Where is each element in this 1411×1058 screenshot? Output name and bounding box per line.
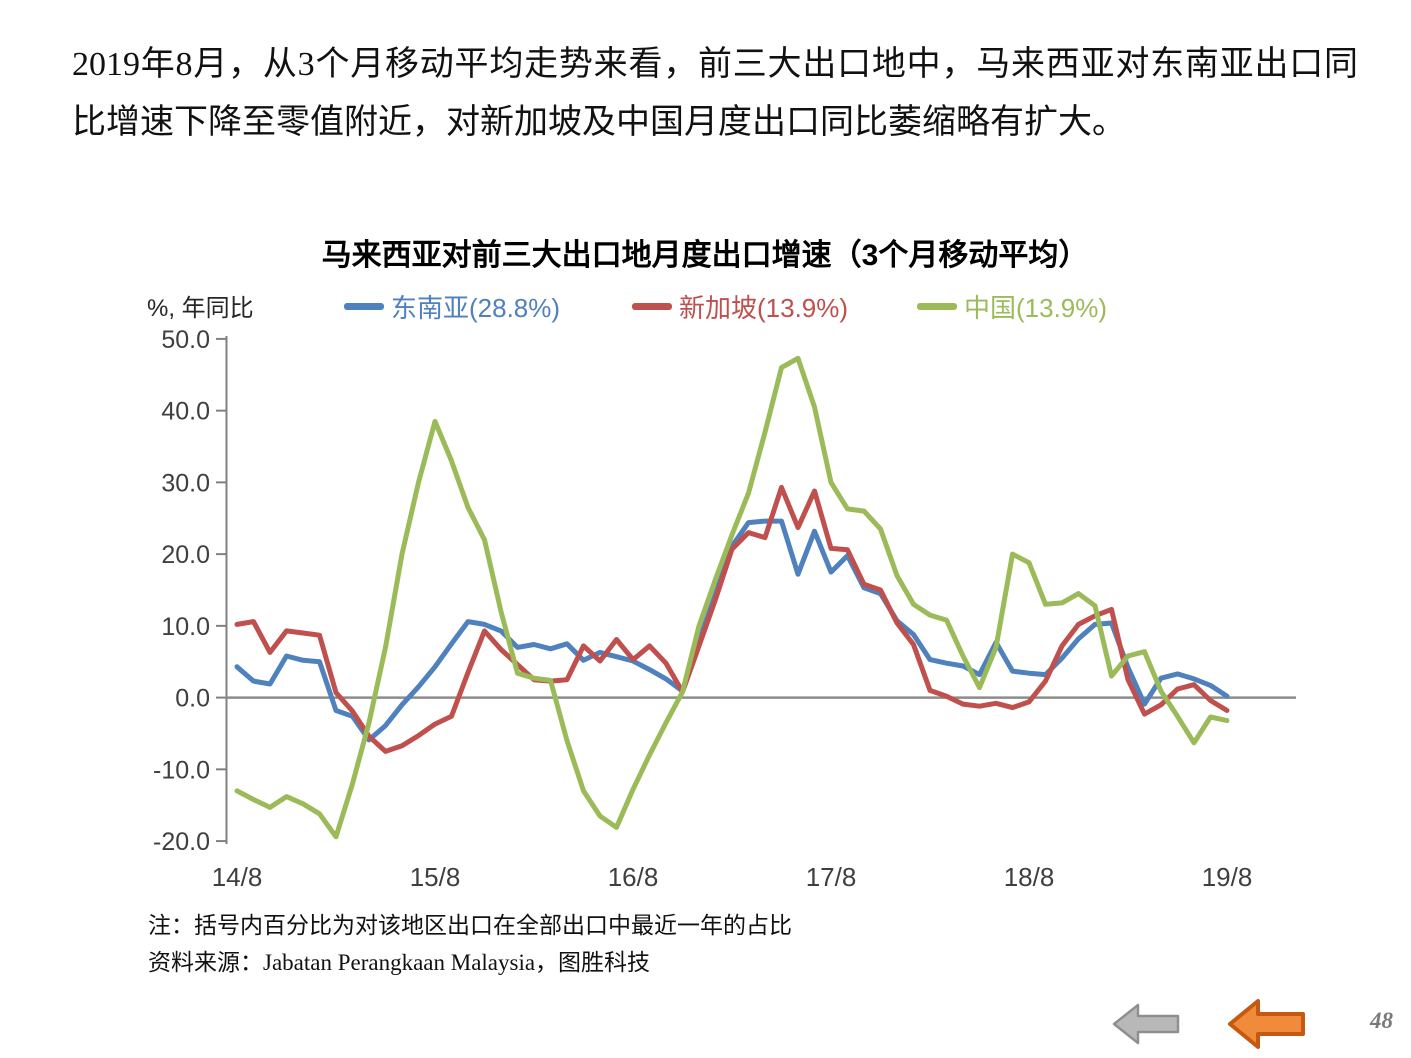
back-arrow-icon[interactable]	[1112, 1002, 1180, 1046]
return-arrow-icon[interactable]	[1228, 997, 1306, 1051]
legend-swatch-icon	[344, 303, 384, 310]
page-number: 48	[1370, 1008, 1393, 1033]
y-tick-label: 30.0	[161, 469, 210, 497]
series-line-新加坡	[234, 484, 1230, 754]
y-tick-label: -20.0	[153, 828, 210, 856]
headline-text: 2019年8月，从3个月移动平均走势来看，前三大出口地中，马来西亚对东南亚出口同…	[72, 46, 1358, 142]
y-tick-label: -10.0	[153, 756, 210, 784]
legend-swatch-icon	[632, 303, 672, 310]
x-tick-label: 16/8	[608, 862, 659, 892]
y-tick-label: 40.0	[161, 398, 210, 426]
legend-item-singapore: 新加坡(13.9%)	[632, 288, 848, 325]
y-tick-label: 0.0	[175, 685, 210, 713]
legend-label: 东南亚(28.8%)	[391, 293, 561, 323]
legend-label: 中国(13.9%)	[964, 293, 1108, 323]
x-tick-label: 18/8	[1004, 862, 1055, 892]
footnote-definition: 注：括号内百分比为对该地区出口在全部出口中最近一年的占比	[148, 913, 792, 938]
x-tick-label: 14/8	[212, 862, 263, 892]
x-tick-label: 19/8	[1202, 862, 1253, 892]
x-tick-label: 15/8	[410, 862, 461, 892]
y-tick-label: 20.0	[161, 541, 210, 569]
legend-item-china: 中国(13.9%)	[917, 288, 1107, 325]
footnote-source: 资料来源：Jabatan Perangkaan Malaysia，图胜科技	[148, 949, 651, 975]
x-tick-label: 17/8	[806, 862, 857, 892]
y-tick-label: 50.0	[161, 326, 210, 354]
series-line-中国	[234, 355, 1230, 840]
footnotes: 注：括号内百分比为对该地区出口在全部出口中最近一年的占比 资料来源：Jabata…	[148, 908, 792, 982]
legend-item-southeast-asia: 东南亚(28.8%)	[344, 288, 560, 325]
y-axis-unit-label: %, 年同比	[147, 295, 254, 322]
chart-title: 马来西亚对前三大出口地月度出口增速（3个月移动平均）	[321, 239, 1089, 272]
legend-swatch-icon	[917, 303, 957, 310]
legend-label: 新加坡(13.9%)	[679, 293, 849, 323]
y-tick-label: 10.0	[161, 613, 210, 641]
